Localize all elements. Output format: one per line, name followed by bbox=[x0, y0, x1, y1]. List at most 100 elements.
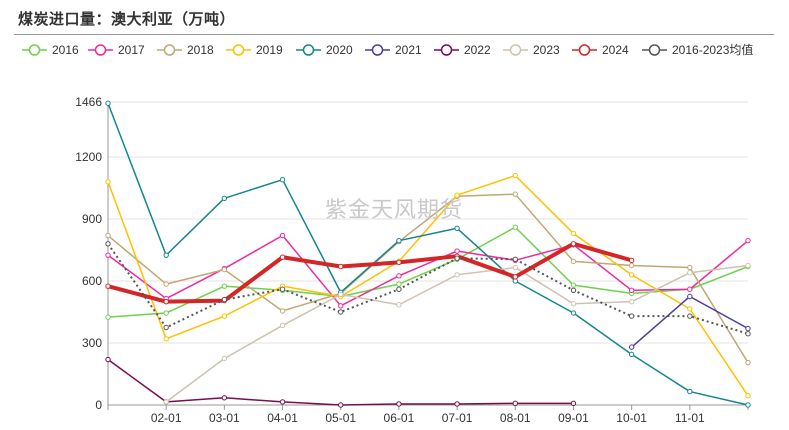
data-point bbox=[221, 283, 228, 289]
data-point bbox=[687, 313, 693, 319]
legend-label: 2017 bbox=[118, 43, 145, 57]
x-tick-label: 06-01 bbox=[384, 411, 415, 425]
data-point bbox=[279, 254, 286, 260]
legend-item-2023[interactable]: 2023 bbox=[503, 43, 560, 57]
data-point bbox=[338, 303, 344, 309]
data-point bbox=[221, 355, 228, 362]
series-line bbox=[107, 174, 749, 397]
data-point bbox=[454, 248, 460, 254]
legend-item-2020[interactable]: 2020 bbox=[296, 43, 353, 57]
data-point bbox=[745, 392, 751, 399]
data-point bbox=[570, 301, 577, 307]
legend-label: 2023 bbox=[533, 43, 560, 57]
legend-marker bbox=[163, 44, 176, 56]
legend-marker bbox=[509, 44, 522, 56]
data-point bbox=[279, 177, 286, 183]
legend-item-2019[interactable]: 2019 bbox=[226, 43, 283, 57]
legend-label: 2021 bbox=[395, 43, 422, 57]
data-point bbox=[279, 286, 286, 292]
data-point bbox=[454, 272, 460, 278]
legend-marker bbox=[232, 44, 245, 56]
series-2020 bbox=[105, 100, 751, 408]
watermark: 紫金天风期货 bbox=[325, 198, 464, 223]
legend-label: 2020 bbox=[326, 43, 353, 57]
data-point bbox=[628, 313, 635, 319]
data-point bbox=[221, 313, 228, 319]
y-tick-label: 300 bbox=[82, 336, 102, 350]
legend-marker bbox=[28, 44, 41, 56]
data-point bbox=[163, 399, 169, 405]
legend-item-2021[interactable]: 2021 bbox=[365, 43, 422, 57]
data-point bbox=[105, 314, 111, 320]
data-point bbox=[396, 273, 402, 279]
data-point bbox=[512, 400, 518, 407]
legend-item-2024[interactable]: 2024 bbox=[572, 43, 629, 57]
series-2022 bbox=[105, 356, 577, 408]
y-tick-label: 1466 bbox=[75, 95, 102, 109]
data-point bbox=[221, 395, 228, 401]
data-point bbox=[396, 281, 402, 287]
data-point bbox=[745, 402, 751, 408]
legend-item-2022[interactable]: 2022 bbox=[434, 43, 491, 57]
data-point bbox=[628, 262, 635, 269]
data-point bbox=[745, 359, 751, 366]
data-point bbox=[396, 302, 402, 308]
legend-label: 2016 bbox=[52, 43, 79, 57]
data-point bbox=[628, 344, 635, 350]
data-point bbox=[512, 264, 518, 271]
y-tick-label: 1200 bbox=[75, 150, 102, 164]
legend-marker bbox=[440, 44, 453, 56]
data-point bbox=[163, 324, 169, 331]
x-tick-label: 11-01 bbox=[675, 411, 705, 425]
data-point bbox=[279, 399, 286, 405]
legend-item-2017[interactable]: 2017 bbox=[88, 43, 145, 57]
series-line bbox=[107, 226, 749, 318]
series-2024 bbox=[105, 241, 635, 305]
series-line bbox=[107, 243, 749, 335]
data-point bbox=[279, 232, 286, 239]
data-point bbox=[396, 237, 402, 244]
y-tick-label: 600 bbox=[82, 274, 102, 288]
x-tick-label: 05-01 bbox=[325, 411, 356, 425]
legend-marker bbox=[371, 44, 384, 56]
data-point bbox=[745, 330, 751, 337]
data-point bbox=[338, 402, 344, 408]
legend-item-2016-2023[interactable]: 2016-2023均值 bbox=[642, 42, 753, 57]
data-point bbox=[628, 298, 635, 305]
x-tick-label: 07-01 bbox=[442, 411, 473, 425]
data-point bbox=[221, 195, 228, 202]
data-point bbox=[163, 281, 169, 287]
data-point bbox=[570, 310, 577, 316]
data-point bbox=[628, 351, 635, 358]
data-point bbox=[570, 258, 577, 265]
data-point bbox=[512, 256, 518, 262]
data-point bbox=[396, 259, 402, 266]
data-point bbox=[163, 252, 169, 258]
data-point bbox=[745, 325, 751, 332]
data-point bbox=[570, 282, 577, 288]
data-point bbox=[105, 179, 111, 185]
data-point bbox=[454, 401, 460, 407]
chart-title: 煤炭进口量：澳大利亚（万吨） bbox=[18, 10, 236, 28]
data-point bbox=[454, 255, 460, 261]
data-point bbox=[628, 257, 635, 264]
data-point bbox=[745, 237, 751, 244]
legend-item-2016[interactable]: 2016 bbox=[22, 43, 79, 57]
series-2016-2023 bbox=[105, 241, 751, 337]
data-point bbox=[628, 272, 635, 278]
data-point bbox=[105, 252, 111, 258]
data-point bbox=[105, 283, 111, 289]
data-point bbox=[512, 172, 518, 179]
series-2021 bbox=[628, 293, 751, 350]
legend-marker bbox=[302, 44, 315, 56]
legend-label: 2024 bbox=[602, 43, 629, 57]
x-tick-label: 02-01 bbox=[151, 411, 182, 425]
data-point bbox=[105, 241, 111, 247]
legend-label: 2022 bbox=[464, 43, 491, 57]
data-point bbox=[221, 296, 228, 303]
data-point bbox=[105, 232, 111, 239]
legend[interactable]: 2016 2017 2018 2019 2020 2021 2022 2023 2024 2016… bbox=[22, 42, 753, 57]
series-line bbox=[631, 295, 749, 348]
legend-item-2018[interactable]: 2018 bbox=[157, 43, 214, 57]
